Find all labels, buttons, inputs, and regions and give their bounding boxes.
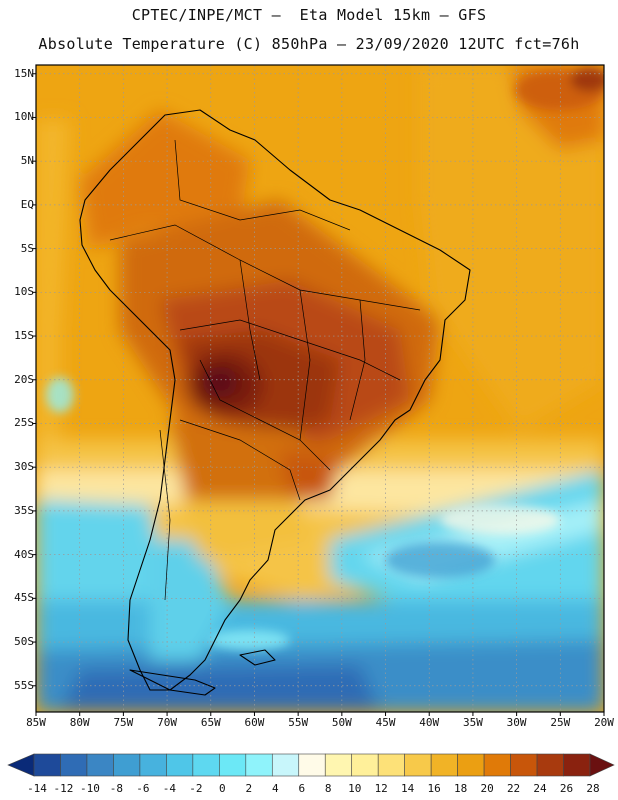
colorbar-segment bbox=[245, 753, 273, 777]
colorbar-label: 28 bbox=[586, 782, 600, 795]
lon-tick-label: 60W bbox=[244, 716, 265, 729]
colorbar-segment bbox=[60, 753, 88, 777]
colorbar-segment bbox=[192, 753, 220, 777]
lon-tick-label: 75W bbox=[113, 716, 134, 729]
lon-tick-label: 70W bbox=[157, 716, 177, 729]
colorbar-segment bbox=[33, 753, 61, 777]
lat-tick-label: EQ bbox=[20, 197, 34, 211]
colorbar-label: -6 bbox=[136, 782, 150, 795]
colorbar-segment bbox=[404, 753, 432, 777]
colorbar-segment bbox=[430, 753, 458, 777]
lon-tick-label: 25W bbox=[550, 716, 571, 729]
lon-tick-label: 80W bbox=[69, 716, 90, 729]
colorbar-label: 2 bbox=[245, 782, 253, 795]
lon-tick-label: 40W bbox=[419, 716, 440, 729]
colorbar-label: 14 bbox=[401, 782, 415, 795]
colorbar-segment bbox=[86, 753, 114, 777]
colorbar-label: -4 bbox=[162, 782, 176, 795]
lat-tick-label: 25S bbox=[14, 416, 34, 430]
lat-tick-label: 10S bbox=[14, 285, 34, 299]
lat-tick-label: 5S bbox=[20, 241, 34, 255]
colorbar-segment bbox=[510, 753, 538, 777]
colorbar-segment bbox=[219, 753, 247, 777]
colorbar-segment bbox=[166, 753, 194, 777]
lon-tick-label: 35W bbox=[462, 716, 483, 729]
colorbar-label: -8 bbox=[109, 782, 124, 795]
colorbar-label: 0 bbox=[219, 782, 226, 795]
colorbar-label: -10 bbox=[80, 782, 100, 795]
temperature-field bbox=[36, 65, 604, 712]
country-borders bbox=[109, 139, 421, 601]
colorbar-segment bbox=[298, 753, 326, 777]
colorbar-label: 6 bbox=[298, 782, 306, 795]
colorbar-label: -2 bbox=[189, 782, 203, 795]
colorbar-segment bbox=[483, 753, 511, 777]
colorbar-segment bbox=[563, 753, 591, 777]
lat-tick-label: 35S bbox=[14, 503, 34, 517]
lat-tick-label: 15S bbox=[14, 329, 34, 343]
lon-tick-label: 55W bbox=[288, 716, 309, 729]
lon-tick-label: 45W bbox=[375, 716, 396, 729]
colorbar-segment bbox=[536, 753, 564, 777]
colorbar-label: 20 bbox=[480, 782, 494, 795]
colorbar-label: -14 bbox=[27, 782, 47, 795]
lon-tick-label: 20W bbox=[594, 716, 614, 729]
lon-tick-label: 50W bbox=[331, 716, 352, 729]
colorbar-label: 4 bbox=[271, 782, 279, 795]
lat-tick-label: 15N bbox=[14, 66, 34, 80]
colorbar-label: 12 bbox=[374, 782, 388, 795]
colorbar-label: 10 bbox=[348, 782, 362, 795]
colorbar-segment bbox=[139, 753, 167, 777]
lat-tick-label: 10N bbox=[14, 110, 34, 124]
colorbar-max-arrow bbox=[589, 753, 615, 777]
lat-tick-label: 20S bbox=[14, 372, 34, 386]
colorbar-label: 16 bbox=[427, 782, 441, 795]
colorbar-segment bbox=[457, 753, 485, 777]
colorbar-segment bbox=[324, 753, 353, 777]
lon-tick-label: 85W bbox=[26, 716, 46, 729]
colorbar-label: 18 bbox=[453, 782, 468, 795]
temperature-map bbox=[32, 64, 605, 716]
colorbar-segment bbox=[351, 753, 379, 777]
colorbar-segment bbox=[271, 753, 300, 777]
colorbar-segment bbox=[377, 753, 405, 777]
lon-tick-label: 30W bbox=[506, 716, 527, 729]
chart-title-line1: CPTEC/INPE/MCT – Eta Model 15km – GFS bbox=[131, 6, 487, 24]
colorbar-label: -12 bbox=[53, 782, 74, 795]
colorbar bbox=[7, 753, 615, 777]
lat-tick-label: 30S bbox=[14, 460, 34, 474]
colorbar-label: 8 bbox=[324, 782, 332, 795]
lat-tick-label: 5N bbox=[20, 154, 34, 168]
lat-tick-label: 55S bbox=[14, 678, 34, 692]
lon-tick-label: 65W bbox=[200, 716, 221, 729]
lat-tick-label: 50S bbox=[14, 635, 34, 649]
lat-tick-label: 45S bbox=[14, 591, 34, 605]
coastline bbox=[79, 109, 471, 696]
colorbar-min-arrow bbox=[7, 753, 35, 777]
chart-title-line2: Absolute Temperature (C) 850hPa – 23/09/… bbox=[38, 35, 580, 53]
lat-tick-label: 40S bbox=[14, 547, 34, 561]
colorbar-segment bbox=[113, 753, 141, 777]
colorbar-label: 22 bbox=[506, 782, 521, 795]
colorbar-label: 26 bbox=[559, 782, 574, 795]
colorbar-label: 24 bbox=[533, 782, 547, 795]
